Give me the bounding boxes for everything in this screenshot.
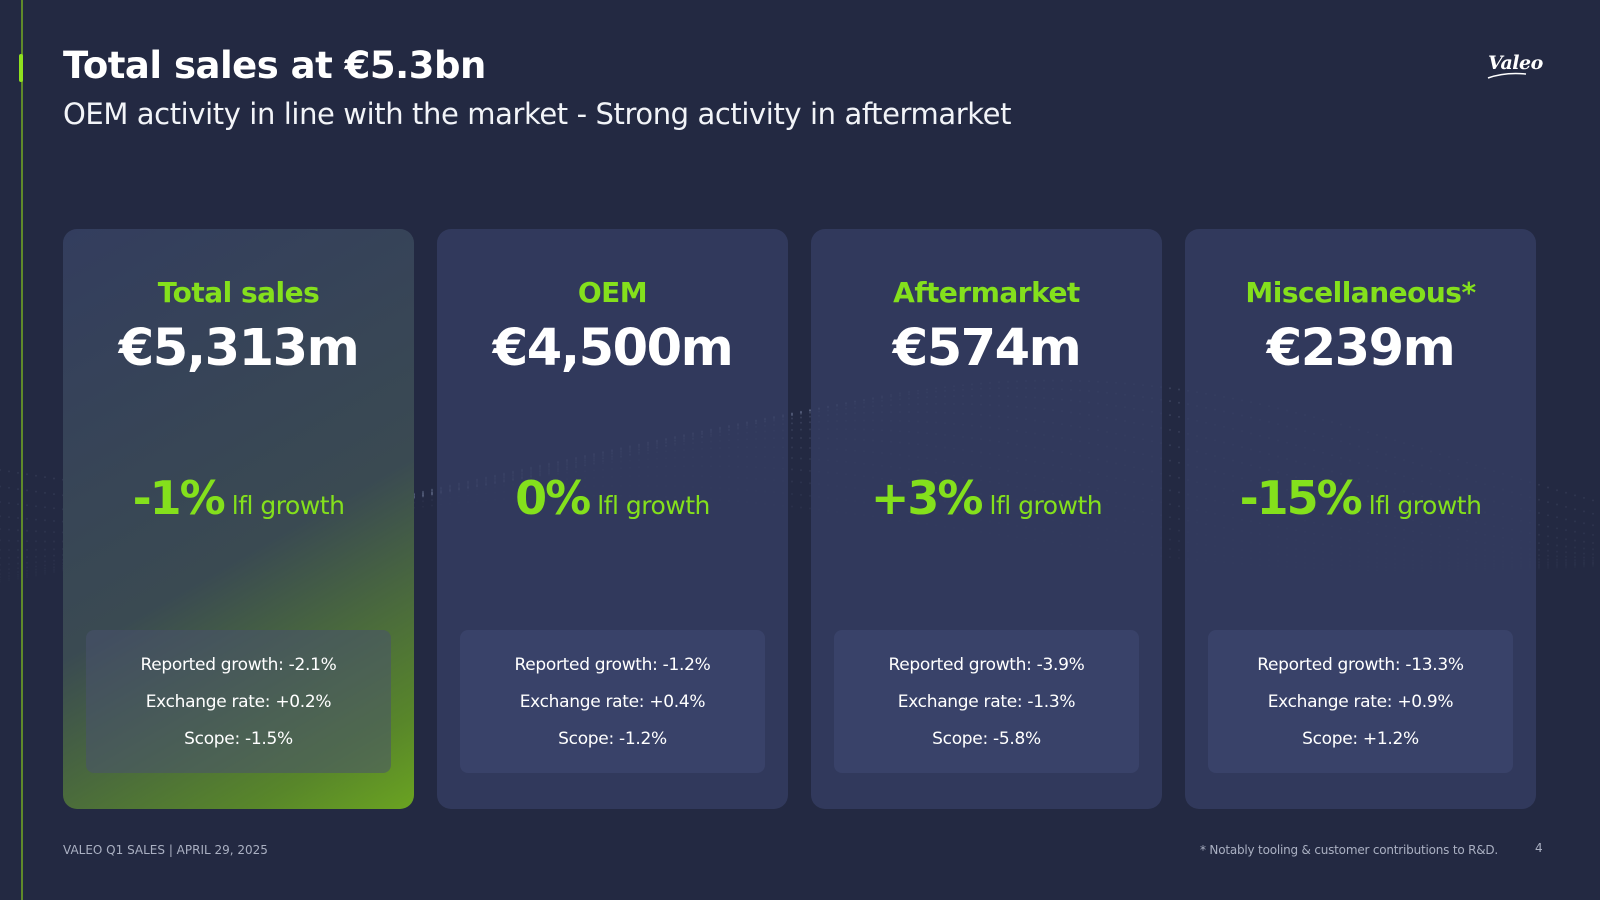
scope: Scope: -5.8% <box>932 729 1041 749</box>
card-value: €4,500m <box>492 319 734 378</box>
growth-label: lfl growth <box>231 491 345 520</box>
growth-percent: -15% <box>1239 471 1363 525</box>
page-subtitle: OEM activity in line with the market - S… <box>63 97 1012 131</box>
footer-event-label: VALEO Q1 SALES | APRIL 29, 2025 <box>63 843 268 857</box>
details-box: Reported growth: -13.3% Exchange rate: +… <box>1208 630 1513 773</box>
card-value: €574m <box>892 319 1082 378</box>
growth-line: +3% lfl growth <box>811 471 1162 525</box>
reported-growth: Reported growth: -1.2% <box>514 655 711 675</box>
card-total-sales: Total sales €5,313m -1% lfl growth Report… <box>63 229 414 809</box>
reported-growth: Reported growth: -2.1% <box>140 655 337 675</box>
scope: Scope: -1.2% <box>558 729 667 749</box>
growth-percent: 0% <box>515 471 591 525</box>
growth-percent: -1% <box>132 471 226 525</box>
exchange-rate: Exchange rate: -1.3% <box>897 692 1076 712</box>
card-miscellaneous: Miscellaneous* €239m -15% lfl growth Repo… <box>1185 229 1536 809</box>
card-label: Aftermarket <box>893 276 1080 309</box>
page-number: 4 <box>1535 841 1543 855</box>
growth-line: 0% lfl growth <box>437 471 788 525</box>
card-oem: OEM €4,500m 0% lfl growth Reported growth… <box>437 229 788 809</box>
left-accent-rule <box>21 0 23 900</box>
growth-line: -15% lfl growth <box>1185 471 1536 525</box>
reported-growth: Reported growth: -13.3% <box>1257 655 1464 675</box>
card-label: Total sales <box>157 276 320 309</box>
reported-growth: Reported growth: -3.9% <box>888 655 1085 675</box>
card-label: Miscellaneous* <box>1245 276 1476 309</box>
growth-percent: +3% <box>870 471 984 525</box>
card-aftermarket: Aftermarket €574m +3% lfl growth Reported… <box>811 229 1162 809</box>
exchange-rate: Exchange rate: +0.2% <box>145 692 332 712</box>
growth-label: lfl growth <box>989 491 1103 520</box>
growth-line: -1% lfl growth <box>63 471 414 525</box>
card-value: €239m <box>1266 319 1456 378</box>
page-title: Total sales at €5.3bn <box>63 44 486 87</box>
card-value: €5,313m <box>118 319 360 378</box>
left-accent-marker <box>19 54 23 82</box>
exchange-rate: Exchange rate: +0.4% <box>519 692 706 712</box>
card-label: OEM <box>577 276 648 309</box>
footnote: * Notably tooling & customer contributio… <box>1200 843 1499 857</box>
logo-swoosh-icon <box>1487 72 1527 79</box>
details-box: Reported growth: -3.9% Exchange rate: -1… <box>834 630 1139 773</box>
details-box: Reported growth: -2.1% Exchange rate: +0… <box>86 630 391 773</box>
growth-label: lfl growth <box>597 491 710 520</box>
details-box: Reported growth: -1.2% Exchange rate: +0… <box>460 630 765 773</box>
growth-label: lfl growth <box>1368 491 1482 520</box>
scope: Scope: +1.2% <box>1302 729 1419 749</box>
valeo-logo: Valeo <box>1488 52 1543 74</box>
exchange-rate: Exchange rate: +0.9% <box>1267 692 1454 712</box>
scope: Scope: -1.5% <box>184 729 293 749</box>
